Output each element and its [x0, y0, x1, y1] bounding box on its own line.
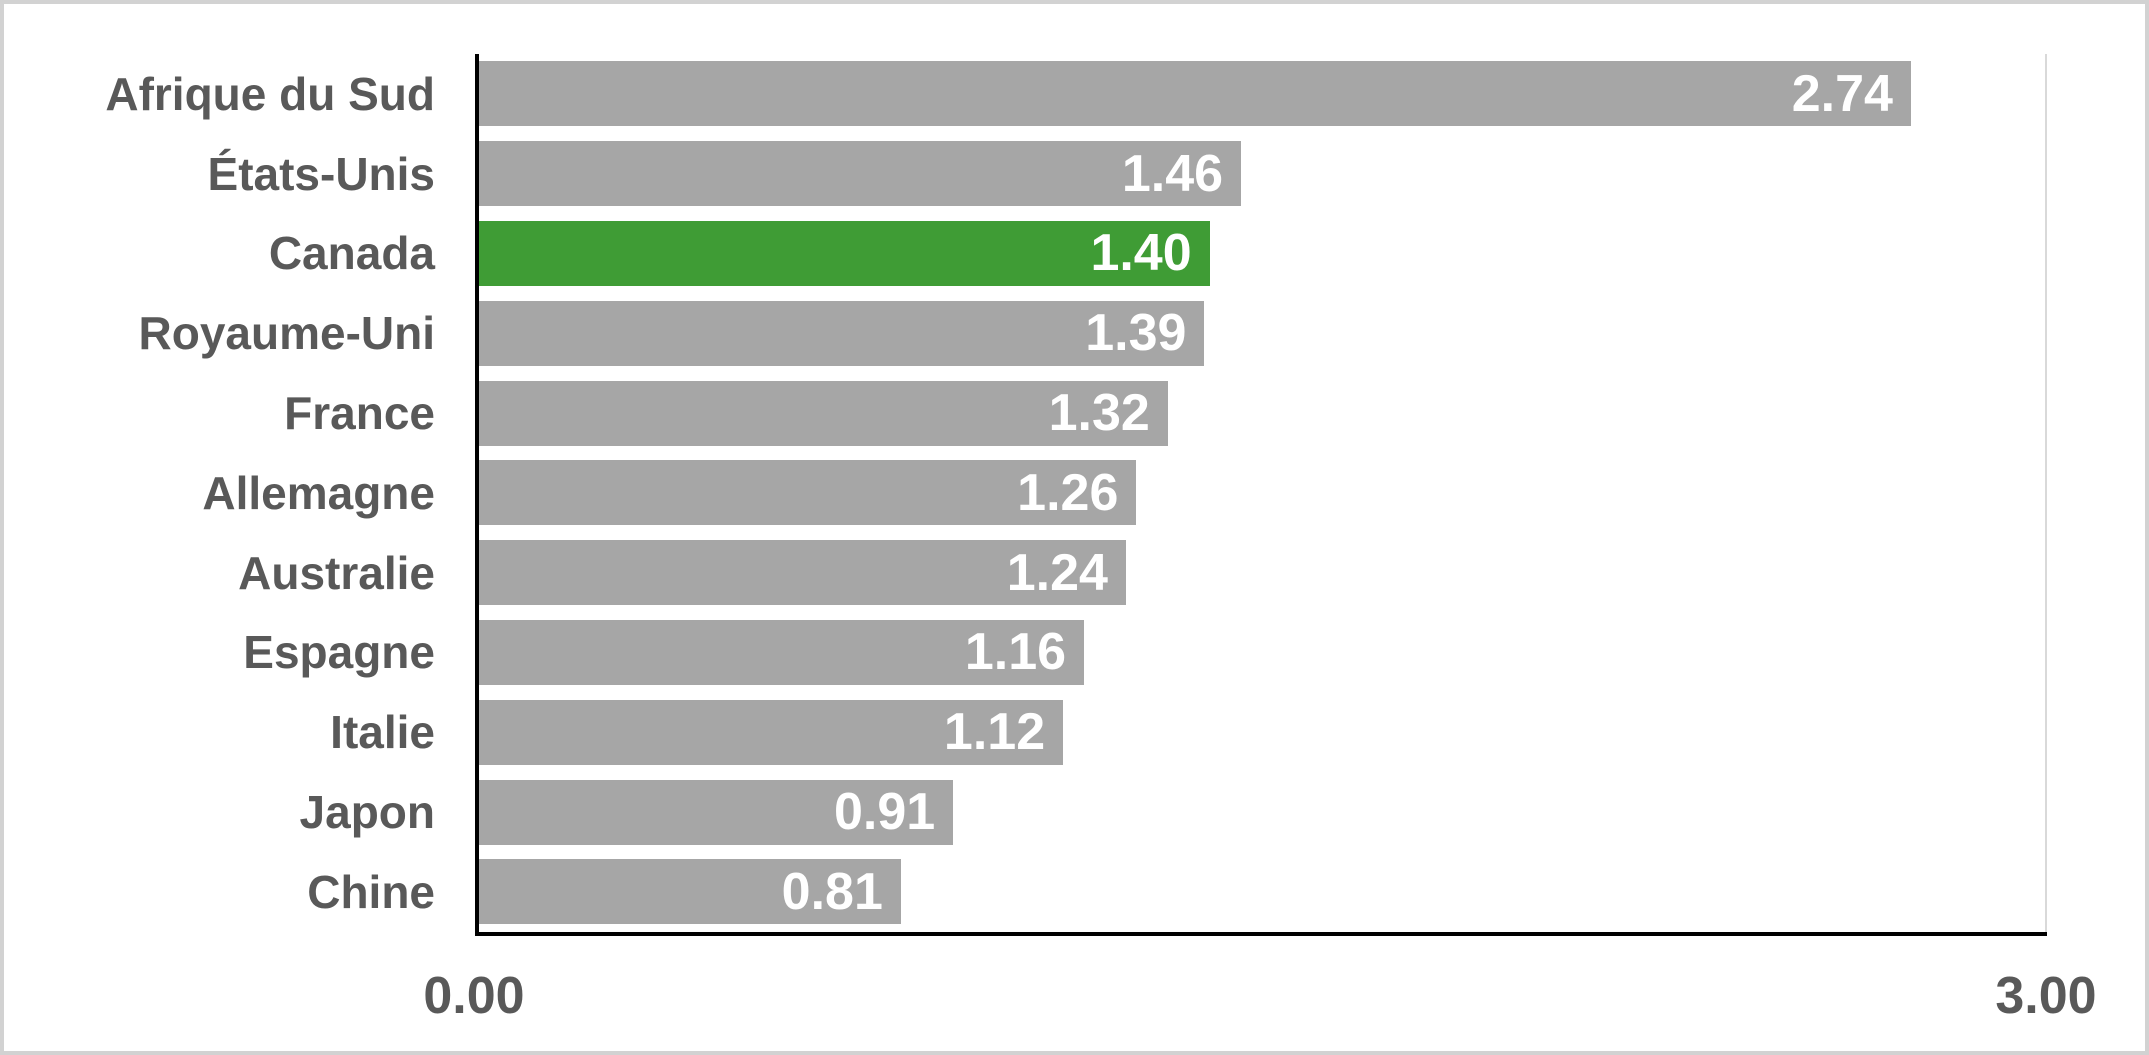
chart-row: Japon 0.91: [4, 772, 2047, 852]
bar: 1.12: [477, 699, 1064, 765]
bar-highlighted: 1.40: [477, 220, 1210, 286]
category-label: Canada: [268, 227, 435, 280]
x-tick-max: 3.00: [1995, 967, 2097, 1025]
category-label: Japon: [299, 786, 435, 839]
y-axis-line: [475, 54, 479, 936]
category-label: Espagne: [243, 626, 435, 679]
bar-value-label: 1.24: [1006, 543, 1108, 602]
category-label: Allemagne: [202, 466, 435, 519]
bar-value-label: 0.81: [781, 862, 883, 921]
bar-track: 1.40: [477, 214, 2047, 294]
bar-track: 1.39: [477, 293, 2047, 373]
x-tick-min: 0.00: [423, 967, 525, 1025]
bar-value-label: 1.39: [1085, 304, 1187, 363]
chart-row: Chine 0.81: [4, 852, 2047, 932]
bar-value-label: 1.40: [1090, 224, 1192, 283]
bar: 1.26: [477, 460, 1137, 526]
bar-value-label: 1.16: [964, 623, 1067, 682]
category-label: Italie: [330, 706, 435, 759]
bar-value-label: 0.91: [834, 783, 936, 842]
bar: 1.32: [477, 380, 1168, 446]
bar: 1.39: [477, 300, 1205, 366]
bar-track: 1.46: [477, 134, 2047, 214]
bar-value-label: 1.12: [943, 703, 1046, 762]
category-label: Royaume-Uni: [138, 307, 435, 360]
bar-track: 1.26: [477, 453, 2047, 533]
bar: 1.24: [477, 540, 1126, 606]
bar-track: 2.74: [477, 54, 2047, 134]
category-label: France: [284, 387, 435, 440]
bar: 0.91: [477, 779, 954, 845]
bar-value-label: 1.46: [1121, 144, 1224, 203]
bar: 0.81: [477, 859, 901, 925]
chart-row: Royaume-Uni 1.39: [4, 293, 2047, 373]
bar-track: 1.24: [477, 533, 2047, 613]
chart-row: Allemagne 1.26: [4, 453, 2047, 533]
bar-track: 0.91: [477, 772, 2047, 852]
category-label: Afrique du Sud: [105, 67, 435, 120]
bar: 2.74: [477, 61, 1911, 127]
bar: 1.46: [477, 141, 1242, 207]
category-label: Chine: [307, 865, 435, 918]
bar-track: 1.12: [477, 692, 2047, 772]
x-axis-line: [475, 932, 2047, 936]
chart-row: États-Unis 1.46: [4, 134, 2047, 214]
category-label: États-Unis: [207, 147, 435, 200]
bar-track: 1.16: [477, 613, 2047, 693]
chart-row: Italie 1.12: [4, 692, 2047, 772]
chart-row: Espagne 1.16: [4, 613, 2047, 693]
bar-track: 0.81: [477, 852, 2047, 932]
chart-row: Afrique du Sud 2.74: [4, 54, 2047, 134]
plot-right-border: [2045, 54, 2047, 932]
bar-value-label: 1.32: [1048, 384, 1150, 443]
bar-rows: Afrique du Sud 2.74 États-Unis 1.46 Canada 1.…: [4, 54, 2047, 932]
chart-row: France 1.32: [4, 373, 2047, 453]
category-label: Australie: [238, 546, 435, 599]
bar: 1.16: [477, 619, 1085, 685]
bar-track: 1.32: [477, 373, 2047, 453]
bar-value-label: 2.74: [1791, 64, 1893, 123]
chart-row: Canada 1.40: [4, 214, 2047, 294]
chart-row: Australie 1.24: [4, 533, 2047, 613]
bar-value-label: 1.26: [1017, 463, 1119, 522]
